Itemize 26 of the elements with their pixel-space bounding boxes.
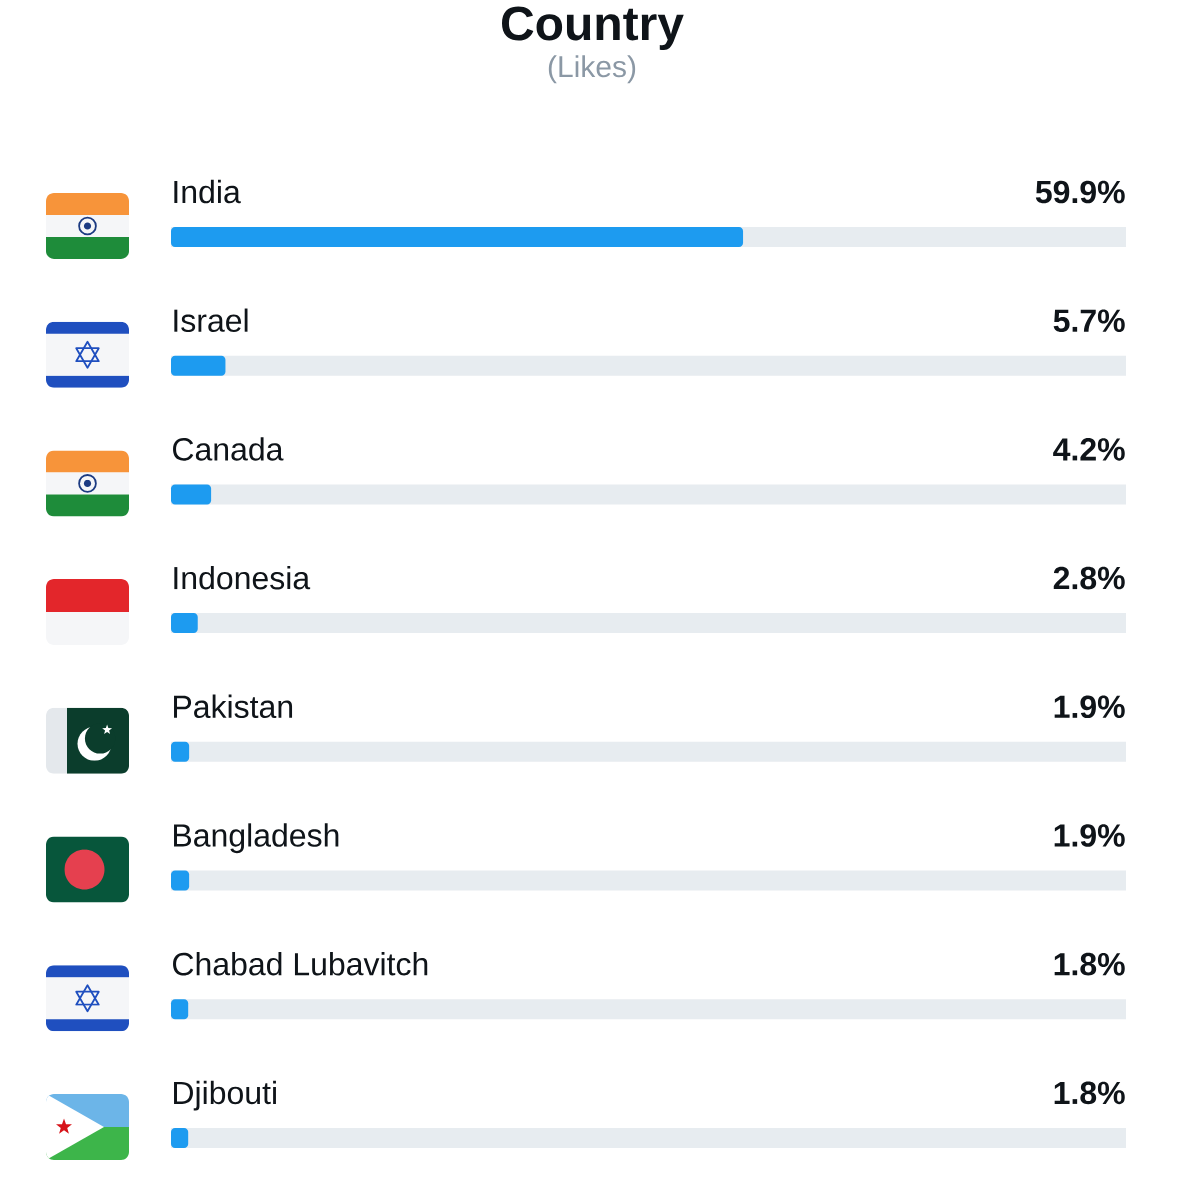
- y-tick-label: Djibouti: [174, 1080, 276, 1111]
- data-label: 4.2%: [1053, 438, 1125, 461]
- bar: [171, 741, 190, 762]
- y-tick-label: Chabad Lubavitch: [173, 952, 428, 976]
- y-tick-label: Israel: [174, 308, 248, 333]
- bar: [171, 613, 198, 634]
- chart-title: Country: [501, 6, 684, 50]
- bar: [171, 1127, 189, 1148]
- data-label: 1.8%: [1054, 1081, 1125, 1105]
- bar: [171, 870, 190, 891]
- chart-subtitle: (Likes): [548, 55, 636, 84]
- y-tick-label: Canada: [173, 437, 284, 461]
- bar: [171, 484, 212, 505]
- data-label: 5.7%: [1053, 309, 1125, 333]
- data-label: 1.9%: [1054, 824, 1125, 847]
- y-tick-label: Indonesia: [174, 565, 311, 590]
- y-tick-label: Bangladesh: [174, 823, 339, 854]
- bar: [171, 227, 744, 248]
- y-tick-label: India: [174, 179, 241, 204]
- bar: [171, 999, 189, 1020]
- y-tick-label: Pakistan: [174, 694, 293, 719]
- bar: [171, 355, 226, 376]
- data-label: 59.9%: [1035, 180, 1125, 204]
- data-label: 1.8%: [1054, 952, 1125, 976]
- data-label: 1.9%: [1054, 695, 1125, 719]
- data-label: 2.8%: [1053, 566, 1125, 590]
